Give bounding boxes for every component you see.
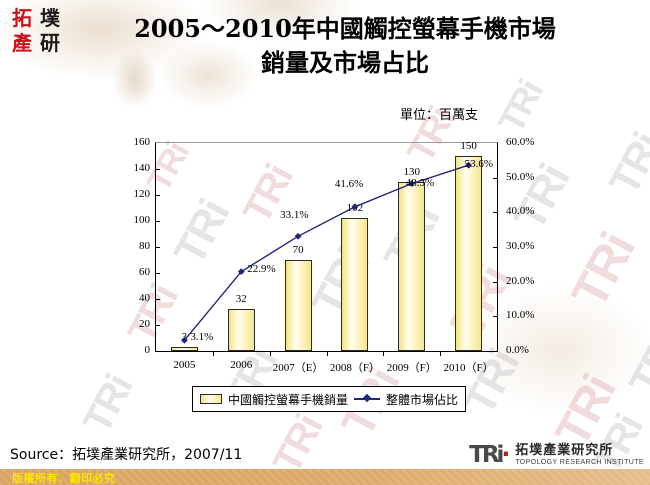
bar-value-label: 70	[292, 244, 304, 256]
trend-line	[183, 164, 469, 341]
x-axis-tick-mark	[269, 352, 271, 356]
left-axis-tick-mark	[156, 169, 160, 170]
chart-area: 0 20 40 60 80 100 120 140 160 0.0% 10.0% 20.0% 30.0…	[0, 130, 650, 375]
left-axis-tick-mark	[156, 325, 160, 326]
left-axis-tick-label: 80	[139, 240, 150, 252]
legend-swatch-line	[354, 393, 381, 405]
bar	[455, 156, 483, 351]
right-axis-tick-label: 40.0%	[506, 205, 535, 218]
line-marker	[294, 232, 302, 240]
legend-swatch-bar	[200, 394, 222, 404]
x-axis-tick-label: 2006	[230, 359, 253, 371]
right-axis-tick-mark	[493, 212, 497, 214]
chart-unit-note: 單位：百萬支	[400, 108, 479, 123]
left-axis-tick-label: 100	[133, 214, 151, 226]
logo-char-3: 產	[12, 31, 32, 55]
right-axis-tick-label: 60.0%	[506, 136, 535, 148]
bar-value-label: 150	[460, 140, 477, 152]
right-axis-tick-mark	[493, 177, 497, 179]
line-series	[181, 161, 472, 344]
bar	[170, 347, 198, 351]
right-axis-tick-mark	[493, 281, 497, 283]
x-axis-tick-label: 2005	[173, 359, 196, 371]
tri-brand-words: 拓墣產業研究所 TOPOLOGY RESEARCH INSTITUTE	[515, 444, 644, 466]
right-axis-tick-mark	[493, 316, 497, 318]
watermark-tri: TRi	[75, 368, 142, 441]
bar	[341, 218, 369, 351]
left-axis-tick-label: 40	[139, 292, 150, 304]
source-note: Source：拓墣產業研究所，2007/11	[10, 447, 243, 463]
right-axis-tick-label: 10.0%	[506, 309, 535, 322]
left-axis-tick-mark	[156, 299, 160, 300]
x-axis-tick-label: 2007（E）	[272, 362, 324, 374]
left-axis-tick-mark	[156, 221, 160, 222]
percent-value-label: 3.1%	[190, 331, 214, 344]
legend-label-bar: 中國觸控螢幕手機銷量	[228, 392, 349, 407]
left-axis-tick-mark	[156, 195, 160, 196]
percent-value-label: 22.9%	[247, 262, 276, 275]
right-axis-tick-label: 50.0%	[506, 170, 535, 183]
tri-corporate-logo: TRi· 拓墣產業研究所 TOPOLOGY RESEARCH INSTITUTE	[469, 441, 644, 469]
line-marker	[351, 203, 359, 211]
left-axis-tick-label: 140	[133, 162, 151, 174]
tri-wordmark-text: TRi	[469, 441, 504, 468]
page-title: 2005～2010年中國觸控螢幕手機市場 銷量及市場占比	[85, 12, 605, 80]
tri-dot-icon: ·	[501, 441, 511, 468]
bar	[398, 182, 426, 351]
right-axis-tick-label: 0.0%	[506, 344, 529, 356]
line-marker	[237, 268, 245, 276]
line-marker	[408, 180, 416, 187]
left-axis-tick-label: 60	[139, 266, 150, 278]
tri-brand-en: TOPOLOGY RESEARCH INSTITUTE	[515, 459, 644, 466]
left-axis-tick-label: 0	[144, 344, 151, 356]
plot-frame	[155, 142, 498, 352]
percent-value-label: 48.3%	[405, 176, 435, 189]
x-axis-tick-label: 2008（F）	[329, 362, 380, 374]
bar-value-label: 32	[235, 293, 247, 306]
copyright-text: 版權所有．翻印必究	[12, 472, 116, 485]
left-axis-tick-mark	[156, 247, 160, 248]
logo-char-1: 拓	[12, 6, 32, 30]
x-axis-tick-mark	[440, 352, 442, 356]
legend-label-line: 整體市場佔比	[386, 392, 459, 407]
line-marker	[181, 336, 188, 344]
tri-brand-cn: 拓墣產業研究所	[515, 443, 614, 458]
left-axis-tick-label: 20	[139, 318, 150, 330]
percent-value-label: 33.1%	[280, 209, 309, 222]
left-axis-tick-label: 160	[133, 136, 151, 148]
x-axis-tick-label: 2010（F）	[443, 362, 494, 374]
chart-legend: 中國觸控螢幕手機銷量 整體市場佔比	[192, 386, 467, 412]
x-axis-tick-mark	[383, 352, 385, 356]
right-axis-tick-label: 30.0%	[506, 240, 535, 252]
bar	[227, 309, 255, 351]
left-axis-tick-label: 120	[133, 188, 151, 200]
right-axis-tick-mark	[493, 247, 497, 248]
right-axis-tick-label: 20.0%	[506, 274, 535, 287]
footer-bar: 版權所有．翻印必究	[0, 469, 650, 485]
percent-value-label: 41.6%	[334, 177, 364, 190]
x-axis-tick-label: 2009（F）	[386, 362, 437, 374]
logo-char-2: 墣	[40, 6, 60, 30]
page-title-line-1: 2005～2010年中國觸控螢幕手機市場	[134, 14, 556, 43]
x-axis-tick-mark	[326, 352, 328, 356]
left-axis-tick-mark	[156, 273, 160, 274]
tri-square-logo: 拓 墣 產 研	[8, 6, 64, 56]
bar	[284, 260, 312, 351]
logo-char-4: 研	[40, 31, 60, 55]
percent-value-label: 53.6%	[464, 158, 493, 171]
bar-value-label: 130	[403, 166, 421, 178]
tri-wordmark: TRi·	[469, 441, 511, 468]
x-axis-tick-mark	[212, 352, 214, 356]
page-title-line-2: 銷量及市場占比	[261, 48, 429, 77]
